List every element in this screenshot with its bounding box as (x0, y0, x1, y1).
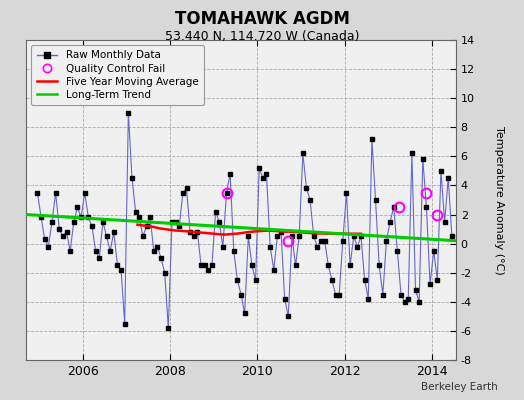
Text: Berkeley Earth: Berkeley Earth (421, 382, 498, 392)
Y-axis label: Temperature Anomaly (°C): Temperature Anomaly (°C) (494, 126, 504, 274)
Text: TOMAHAWK AGDM: TOMAHAWK AGDM (174, 10, 350, 28)
Text: 53.440 N, 114.720 W (Canada): 53.440 N, 114.720 W (Canada) (165, 30, 359, 43)
Legend: Raw Monthly Data, Quality Control Fail, Five Year Moving Average, Long-Term Tren: Raw Monthly Data, Quality Control Fail, … (31, 45, 204, 105)
